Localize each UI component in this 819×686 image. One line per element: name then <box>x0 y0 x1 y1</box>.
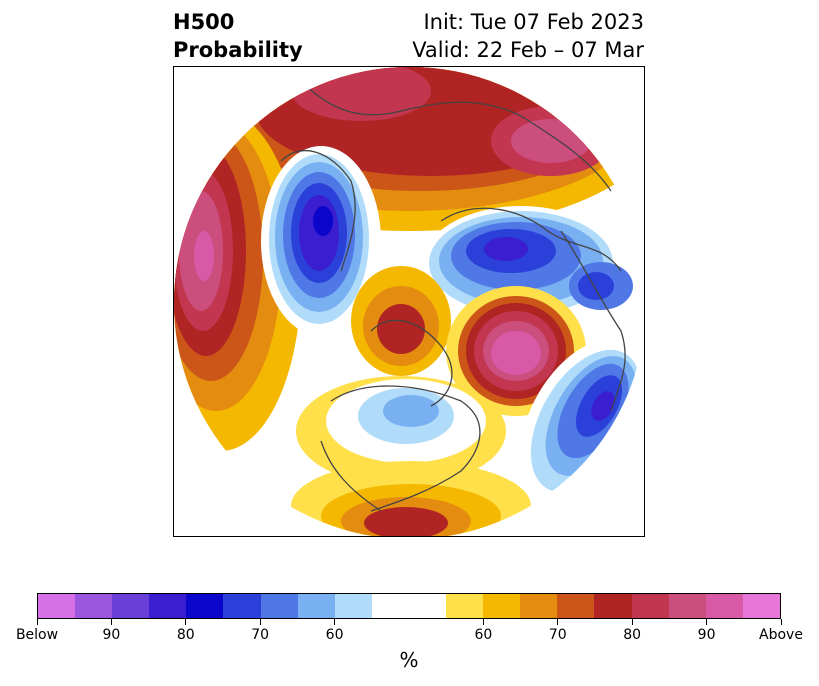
colorbar-tick-label: 80 <box>623 627 642 643</box>
colorbar-tick <box>631 619 633 625</box>
colorbar-tick <box>185 619 187 625</box>
valid-range: Valid: 22 Feb – 07 Mar <box>412 38 644 62</box>
below-north-america <box>296 376 506 486</box>
colorbar-segment <box>557 594 595 618</box>
colorbar-segment <box>149 594 187 618</box>
colorbar-segment <box>631 594 669 618</box>
title-probability: Probability <box>173 38 303 62</box>
colorbar-tick <box>557 619 559 625</box>
colorbar-unit: % <box>399 648 419 672</box>
colorbar-segment <box>668 594 706 618</box>
colorbar-tick-label: 60 <box>325 627 344 643</box>
colorbar-segment <box>520 594 558 618</box>
title-variable: H500 <box>173 10 235 34</box>
colorbar-tick-label: 90 <box>697 627 716 643</box>
colorbar-segment <box>223 594 261 618</box>
below-alaska <box>421 206 633 326</box>
colorbar-tick <box>334 619 336 625</box>
colorbar-tick-label: 80 <box>176 627 195 643</box>
colorbar-tick <box>110 619 112 625</box>
colorbar-tick-label: 60 <box>474 627 493 643</box>
colorbar-segment <box>334 594 372 618</box>
colorbar-segment <box>594 594 632 618</box>
coastlines <box>280 80 626 512</box>
colorbar-segment <box>38 594 76 618</box>
colorbar-segment <box>186 594 224 618</box>
colorbar-segment <box>371 594 447 618</box>
colorbar-tick-label: Above <box>759 627 803 643</box>
colorbar <box>37 593 781 619</box>
colorbar-segment <box>260 594 298 618</box>
colorbar-tick-label: 90 <box>102 627 121 643</box>
colorbar-tick-label: Below <box>15 627 59 643</box>
above-north-atlantic <box>446 286 586 416</box>
colorbar-segment <box>705 594 743 618</box>
colorbar-segment <box>446 594 484 618</box>
colorbar-segment <box>112 594 150 618</box>
colorbar-tick <box>482 619 484 625</box>
colorbar-segment <box>75 594 113 618</box>
chart-title-left: H500 Probability <box>173 8 303 64</box>
chart-title-right: Init: Tue 07 Feb 2023 Valid: 22 Feb – 07… <box>412 8 644 64</box>
init-date: Init: Tue 07 Feb 2023 <box>423 10 644 34</box>
colorbar-tick <box>36 619 38 625</box>
colorbar-tick <box>780 619 782 625</box>
below-central-siberia <box>261 146 381 336</box>
colorbar-segment <box>297 594 335 618</box>
colorbar-tick <box>259 619 261 625</box>
colorbar-tick-label: 70 <box>251 627 270 643</box>
colorbar-segment <box>483 594 521 618</box>
map-panel <box>173 66 645 537</box>
colorbar-tick <box>706 619 708 625</box>
colorbar-tick-label: 70 <box>548 627 567 643</box>
colorbar-segment <box>742 594 780 618</box>
probability-map <box>174 67 644 536</box>
